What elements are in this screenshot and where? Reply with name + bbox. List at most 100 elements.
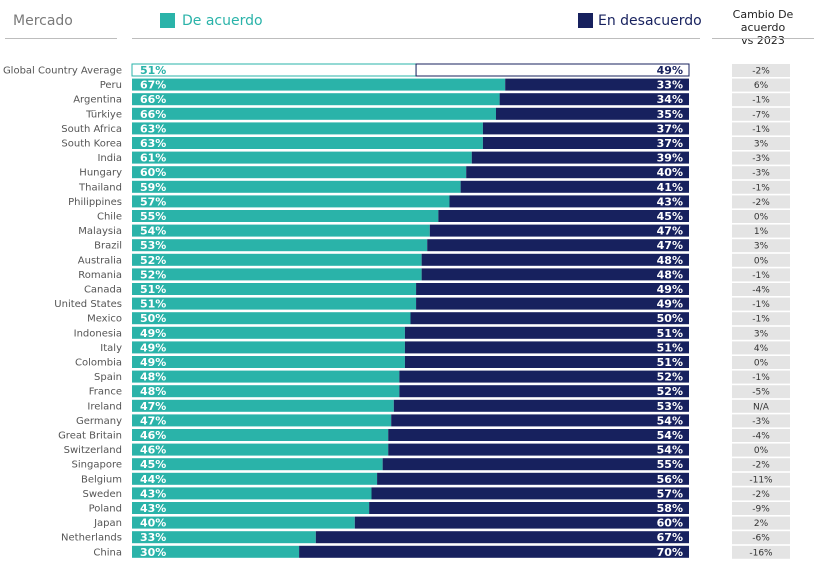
bar-row: Poland 43% 58% -9%: [89, 502, 790, 515]
agree-value-label: 51%: [140, 298, 166, 311]
change-cell: [732, 487, 790, 501]
disagree-value-label: 55%: [657, 458, 683, 471]
agree-bar: [132, 545, 300, 558]
disagree-bar: [466, 166, 689, 179]
disagree-value-label: 52%: [657, 371, 683, 384]
category-label: Peru: [100, 80, 122, 91]
agree-value-label: 60%: [140, 166, 166, 179]
category-label: Colombia: [75, 358, 122, 369]
change-value-label: -7%: [752, 110, 770, 120]
disagree-bar: [471, 151, 689, 164]
change-value-label: 2%: [754, 519, 769, 529]
change-value-label: N/A: [753, 402, 770, 412]
agree-bar: [132, 414, 392, 427]
change-value-label: -4%: [752, 432, 770, 442]
bar-row: Canada 51% 49% -4%: [84, 283, 790, 296]
agree-value-label: 46%: [140, 429, 166, 442]
agree-bar: [132, 458, 383, 471]
category-label: Brazil: [94, 241, 122, 252]
disagree-bar: [391, 414, 689, 427]
agree-bar: [132, 472, 378, 485]
bar-row: Mexico 50% 50% -1%: [87, 312, 790, 326]
agree-bar: [132, 239, 428, 252]
agree-value-label: 51%: [140, 64, 166, 77]
agree-value-label: 53%: [140, 239, 166, 252]
disagree-value-label: 70%: [657, 546, 683, 559]
agree-value-label: 63%: [140, 137, 166, 150]
agree-bar: [132, 429, 389, 441]
agree-bar: [132, 122, 483, 135]
change-cell: [732, 224, 790, 238]
disagree-bar: [416, 297, 689, 310]
bar-row: Peru 67% 33% 6%: [100, 78, 790, 92]
disagree-bar: [415, 63, 690, 77]
change-cell: [732, 78, 790, 92]
disagree-value-label: 51%: [657, 356, 683, 369]
bar-row: South Korea 63% 37% 3%: [61, 137, 790, 150]
change-value-label: 4%: [754, 344, 769, 354]
change-cell: [732, 195, 790, 209]
bar-row: Thailand 59% 41% -1%: [78, 180, 790, 194]
disagree-value-label: 54%: [657, 444, 683, 457]
change-value-label: -3%: [752, 169, 770, 179]
disagree-value-label: 47%: [657, 239, 683, 252]
change-cell: [732, 531, 790, 545]
agree-value-label: 61%: [140, 152, 166, 165]
change-value-label: 3%: [754, 140, 769, 150]
agree-value-label: 51%: [140, 283, 166, 296]
change-cell: [732, 370, 790, 384]
bar-row: Brazil 53% 47% 3%: [94, 239, 790, 253]
category-label: South Africa: [61, 124, 122, 135]
disagree-bar: [449, 195, 689, 208]
category-label: Canada: [84, 285, 122, 296]
bar-row: Great Britain 46% 54% -4%: [58, 429, 790, 442]
disagree-bar: [377, 472, 689, 485]
agree-value-label: 59%: [140, 181, 166, 194]
disagree-bar: [388, 443, 689, 456]
header-divider: [5, 38, 117, 39]
agree-bar: [132, 356, 405, 368]
category-label: Poland: [89, 504, 122, 515]
change-cell: [732, 516, 790, 530]
agree-value-label: 49%: [140, 327, 166, 340]
category-label: Mexico: [87, 314, 122, 325]
category-label: Italy: [100, 343, 122, 354]
change-cell: [732, 122, 790, 136]
disagree-bar: [499, 93, 689, 106]
agree-value-label: 66%: [140, 93, 166, 106]
change-cell: [732, 545, 790, 559]
agree-value-label: 40%: [140, 517, 166, 530]
disagree-bar: [371, 487, 689, 500]
bar-row: Global Country Average 51% 49% -2%: [3, 63, 790, 77]
change-cell: [732, 399, 790, 413]
disagree-value-label: 37%: [657, 137, 683, 150]
agree-value-label: 66%: [140, 108, 166, 121]
category-label: Malaysia: [78, 226, 122, 237]
change-value-label: -1%: [752, 315, 770, 325]
disagree-bar: [382, 458, 689, 471]
agree-bar: [132, 107, 496, 120]
change-value-label: -1%: [752, 300, 770, 310]
agree-bar: [132, 516, 355, 529]
change-value-label: 0%: [754, 359, 769, 369]
legend-disagree-label: En desacuerdo: [598, 13, 702, 29]
category-label: Netherlands: [61, 533, 122, 544]
disagree-value-label: 43%: [657, 195, 683, 208]
change-cell: [732, 137, 790, 150]
disagree-value-label: 49%: [657, 298, 683, 311]
change-value-label: -2%: [752, 490, 770, 500]
disagree-bar: [315, 531, 689, 544]
disagree-value-label: 41%: [657, 181, 683, 194]
change-cell: [732, 64, 790, 77]
change-value-label: -11%: [749, 475, 773, 485]
category-label: United States: [54, 299, 122, 310]
agree-bar: [132, 531, 316, 544]
bar-row: Switzerland 46% 54% 0%: [64, 443, 790, 457]
change-value-label: -2%: [752, 461, 770, 471]
change-value-label: 6%: [754, 81, 769, 91]
change-column-header: Cambio De acuerdo vs 2023: [712, 8, 814, 47]
change-cell: [732, 429, 790, 442]
change-cell: [732, 472, 790, 486]
disagree-value-label: 49%: [657, 283, 683, 296]
category-label: Chile: [97, 212, 122, 223]
